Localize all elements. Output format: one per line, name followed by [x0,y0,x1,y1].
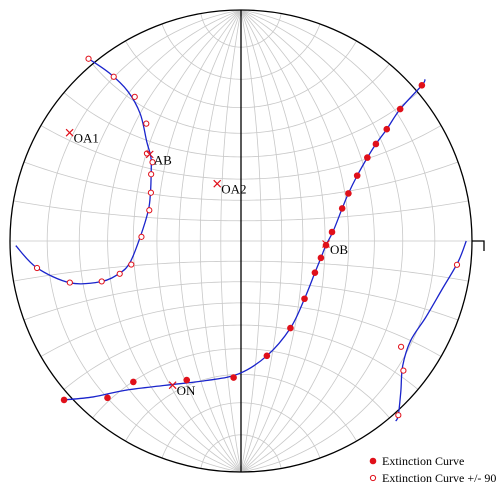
extinction-point [345,190,352,197]
extinction-point [301,295,308,303]
extinction-90-point [146,207,153,214]
extinction-90-point [66,279,73,286]
legend-ext90-label: Extinction Curve +/- 90 [382,471,496,485]
extinction-90-point [98,278,105,285]
extinction-point [328,228,336,236]
on-label: ON [177,383,196,398]
extinction-point [418,82,426,89]
oa2-label: OA2 [221,182,246,197]
on-cross-marker [168,381,177,390]
extinction-90-point [397,343,405,350]
east-marker [472,240,485,251]
extinction-90-point [116,270,123,277]
extinction-point [263,352,271,360]
extinction-point [183,376,191,384]
extinction-90-point [148,171,155,178]
extinction-curve-line [15,58,152,285]
extinction-point [311,269,319,276]
extinction-point [287,324,294,332]
extinction-90-point [149,159,156,166]
extinction-point [130,378,137,386]
extinction-point [104,394,111,402]
extinction-curve-line [63,78,426,401]
oa2-cross-marker [213,179,222,188]
extinction-point [364,154,371,161]
legend-ext-marker [369,457,377,465]
extinction-90-point [453,261,461,268]
extinction-90-point [110,73,117,80]
extinction-point [383,125,391,133]
extinction-point [322,241,330,249]
extinction-90-point [128,261,135,268]
extinction-point [230,374,237,381]
extinction-curve-line [395,240,467,422]
extinction-point [338,205,346,212]
extinction-90-point [143,120,150,127]
ab-label: AB [154,152,172,167]
extinction-90-point [85,55,92,62]
points [33,55,461,419]
extinction-90-point [131,93,138,100]
extinction-90-point [395,412,402,419]
oa1-cross-marker [65,128,74,137]
ab-cross-marker [145,150,154,159]
extinction-point [396,105,404,113]
extinction-90-point [400,367,407,374]
oa1-label: OA1 [74,131,99,146]
legend-ext90-marker [369,474,377,482]
labels: OA1 AB OA2 OB ON [65,128,348,398]
ob-cross-marker [322,240,330,248]
extinction-90-point [147,189,155,196]
legend: Extinction Curve Extinction Curve +/- 90 [369,454,496,485]
extinction-90-point [33,264,41,272]
extinction-90-point [138,233,145,240]
extinction-point [372,140,380,148]
legend-ext-label: Extinction Curve [382,454,464,468]
extinction-point [60,396,68,404]
ob-label: OB [330,242,348,257]
extinction-point [353,172,361,179]
extinction-point [317,254,325,262]
